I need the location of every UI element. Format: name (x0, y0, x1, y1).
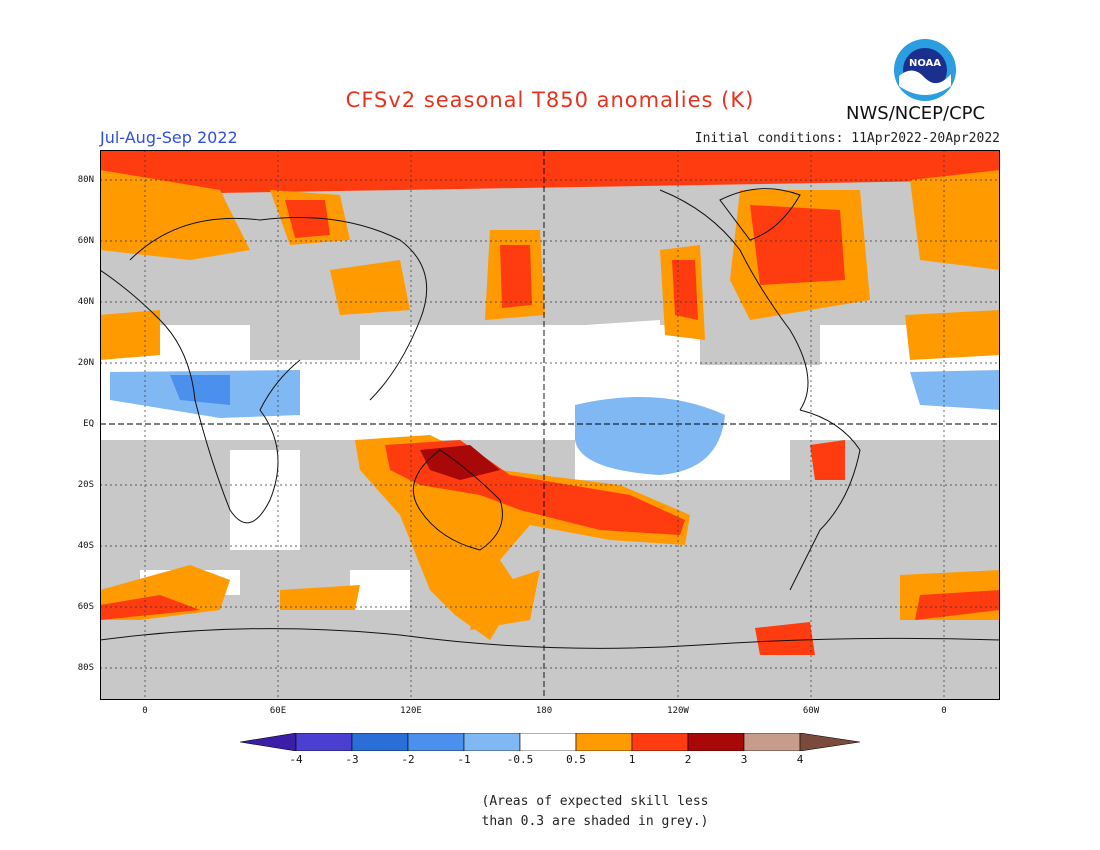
colorbar-label: -2 (401, 753, 415, 766)
colorbar-label: -4 (289, 753, 303, 766)
reference-lines (100, 150, 1000, 700)
colorbar-segment (295, 733, 353, 751)
lat-label: 60S (77, 602, 94, 612)
skill-note-line-1: (Areas of expected skill less (481, 794, 709, 809)
colorbar-arrow-high (799, 733, 860, 751)
colorbar-segment (519, 733, 577, 751)
initial-conditions-label: Initial conditions: 11Apr2022-20Apr2022 (694, 131, 1000, 146)
colorbar-label: -0.5 (506, 753, 534, 766)
lat-label: 20S (77, 480, 94, 490)
lon-label: 120E (400, 706, 422, 716)
colorbar-label: 1 (628, 753, 636, 766)
lon-label: 180 (535, 706, 553, 716)
noaa-logo-icon: NOAA (894, 39, 956, 101)
colorbar-label: 4 (796, 753, 804, 766)
colorbar-segment (743, 733, 801, 751)
coastlines (100, 188, 1000, 649)
lat-label: 20N (77, 358, 94, 368)
lat-label: EQ (83, 419, 94, 429)
cold-anomaly-regions (110, 370, 1000, 475)
colorbar-label: -1 (457, 753, 471, 766)
lon-label: 120W (667, 706, 689, 716)
lat-label: 40S (77, 541, 94, 551)
colorbar-label: 0.5 (566, 753, 586, 766)
lon-label: 0 (142, 706, 148, 716)
lat-label: 80S (77, 663, 94, 673)
warm-anomaly-regions (100, 150, 1000, 655)
map-title: CFSv2 seasonal T850 anomalies (K) (345, 88, 755, 112)
noaa-logo-text: NOAA (909, 58, 941, 69)
lat-label: 80N (77, 175, 94, 185)
colorbar-segment (631, 733, 689, 751)
lon-label: 60E (269, 706, 287, 716)
skill-note: (Areas of expected skill less than 0.3 a… (0, 792, 1100, 832)
colorbar-label: 3 (740, 753, 748, 766)
grid-lines (100, 150, 1000, 700)
anomaly-map (100, 150, 1000, 700)
colorbar-segment (407, 733, 465, 751)
colorbar-label: 2 (684, 753, 692, 766)
colorbar-segment (463, 733, 521, 751)
colorbar-segment (575, 733, 633, 751)
lat-label: 40N (77, 297, 94, 307)
colorbar-arrow-low (240, 733, 297, 751)
lat-label: 60N (77, 236, 94, 246)
lon-label: 60W (802, 706, 820, 716)
colorbar-label: -3 (345, 753, 359, 766)
color-scale-bar (240, 733, 860, 751)
agency-label: NWS/NCEP/CPC (846, 103, 986, 124)
lon-label: 0 (941, 706, 947, 716)
season-label: Jul-Aug-Sep 2022 (100, 128, 238, 147)
colorbar-segment (687, 733, 745, 751)
colorbar-segment (351, 733, 409, 751)
skill-note-line-2: than 0.3 are shaded in grey.) (481, 814, 709, 829)
